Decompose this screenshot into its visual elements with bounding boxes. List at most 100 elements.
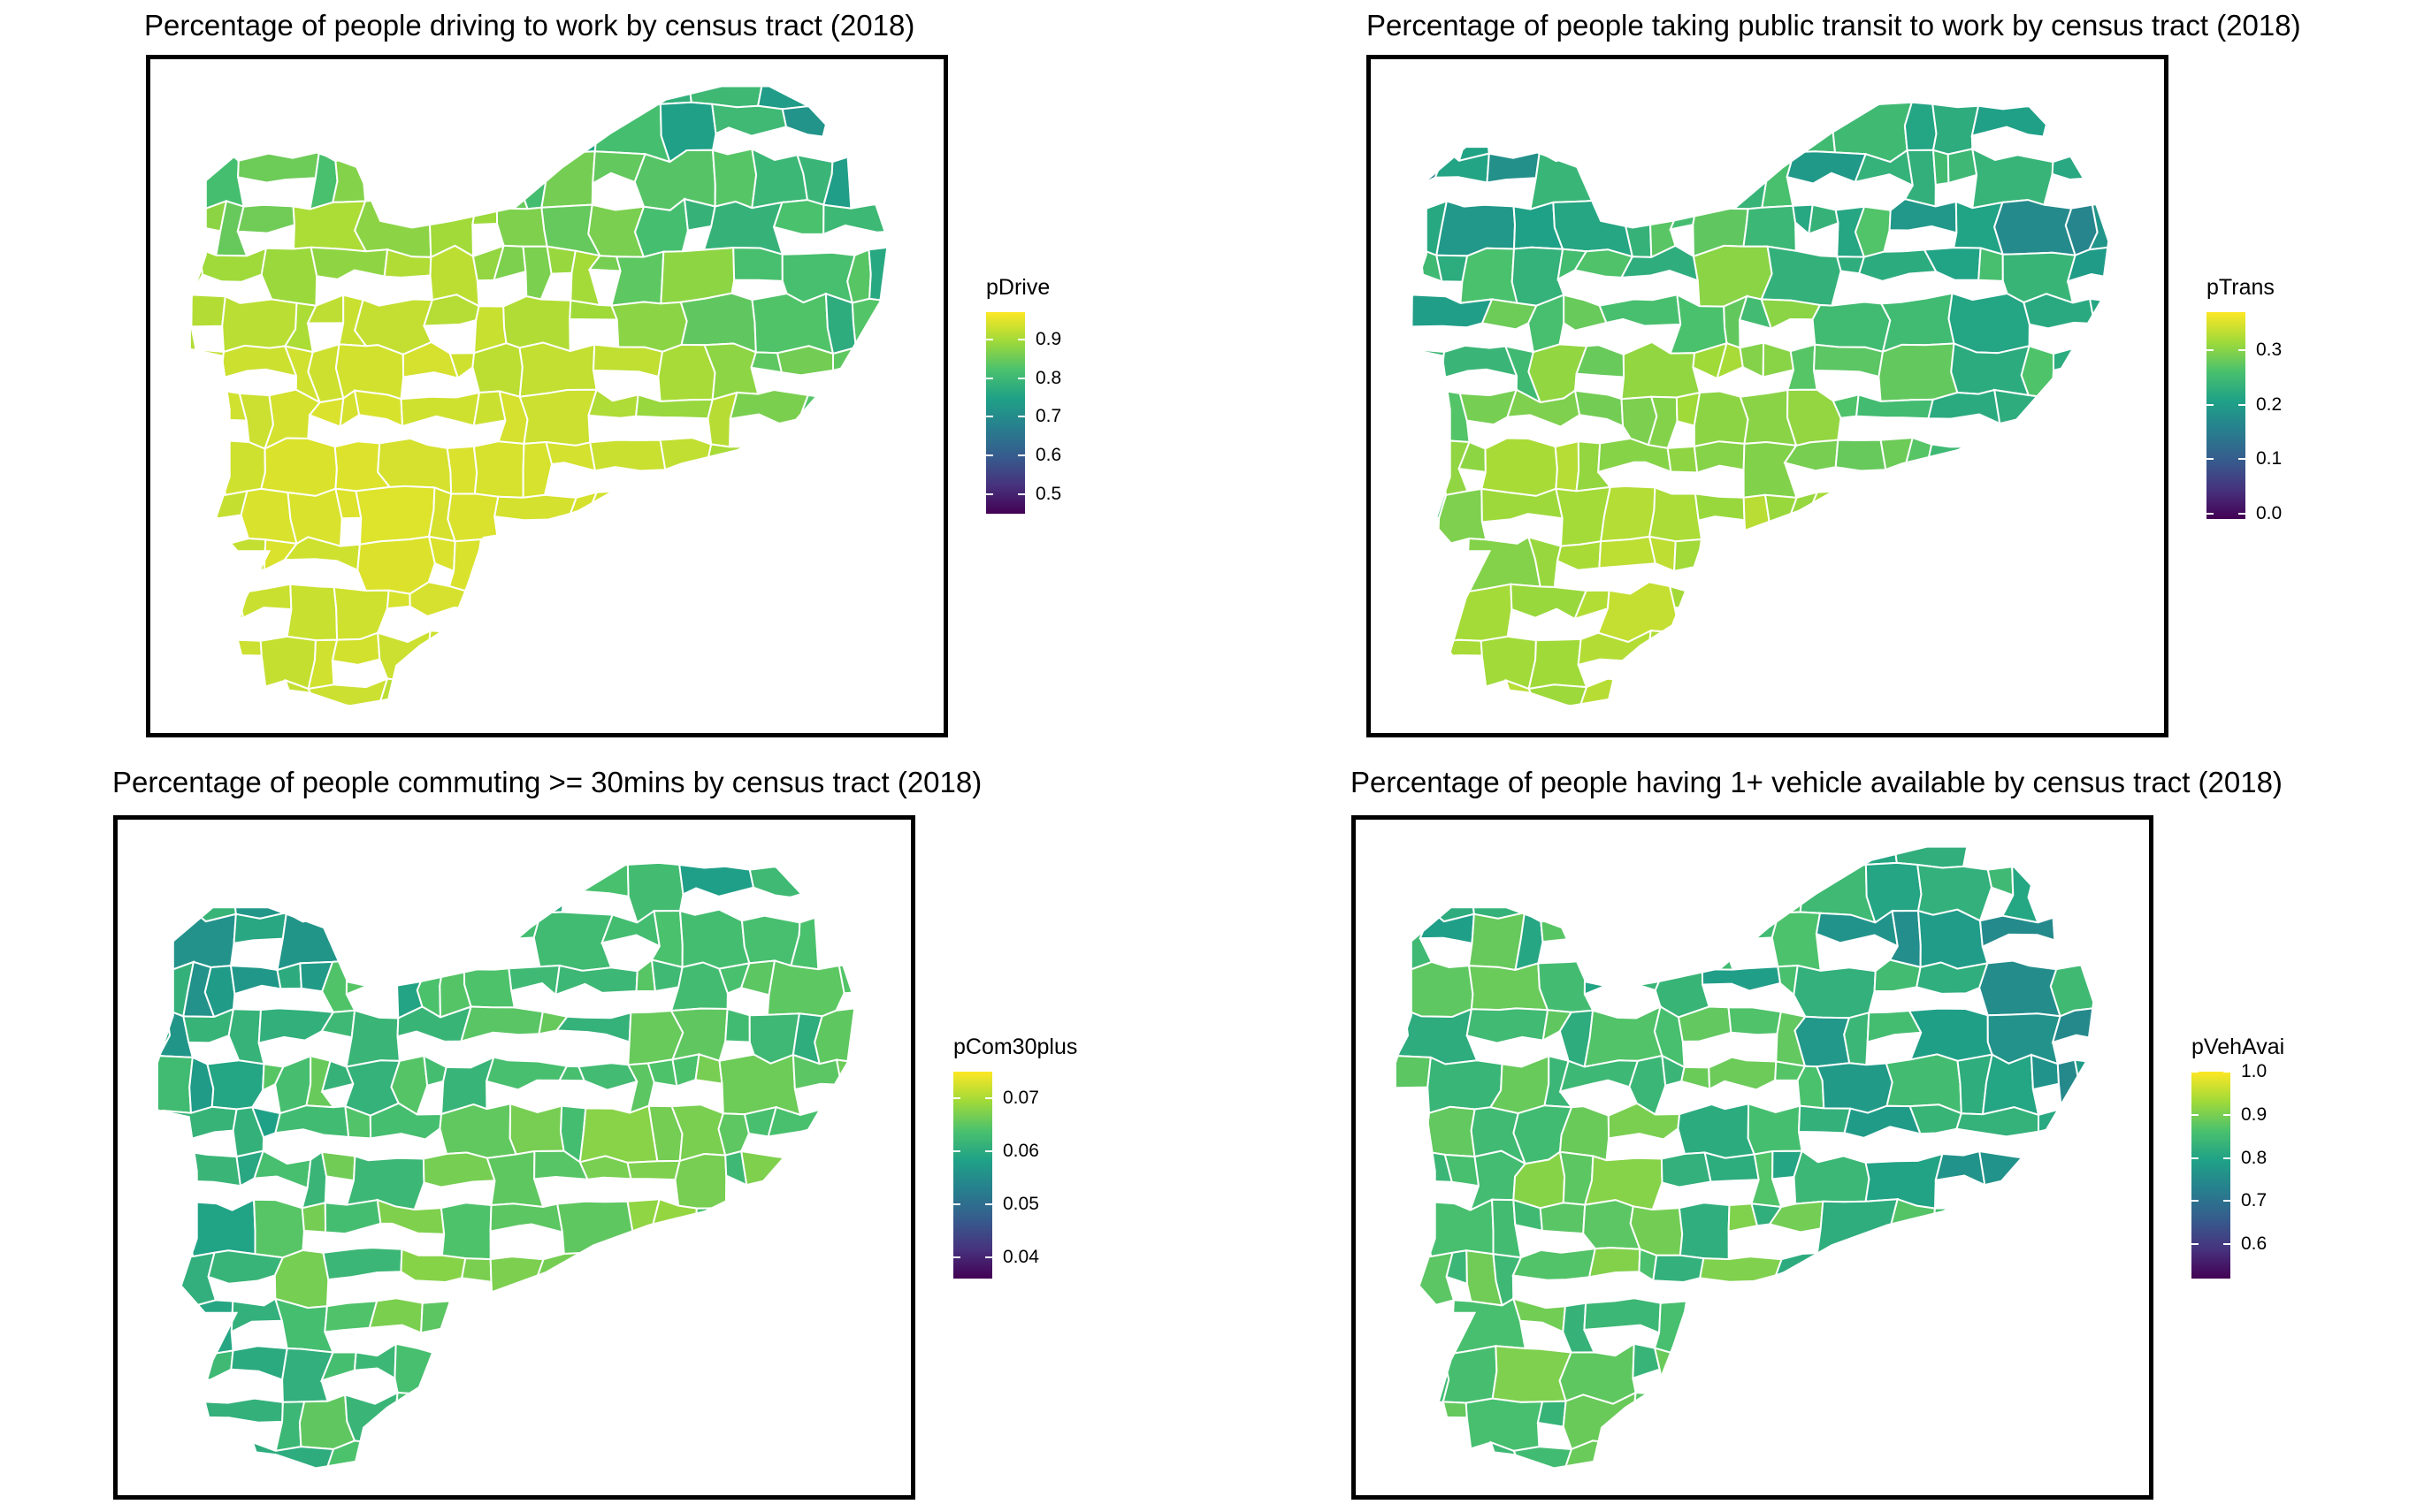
census-tract (1652, 1254, 1705, 1284)
census-tract (1465, 1007, 1549, 1044)
legend-tick-label: 0.6 (1036, 445, 1062, 466)
city-boundary (156, 845, 857, 1470)
legend-tick-label: 0.9 (1036, 328, 1062, 349)
census-tract (1986, 866, 2015, 897)
census-tract (766, 959, 845, 1018)
legend-tick-label: 0.6 (2241, 1233, 2268, 1254)
census-tract (464, 909, 542, 945)
census-tract (301, 1202, 327, 1233)
census-tract (1903, 101, 1938, 152)
census-tract (1510, 246, 1565, 307)
census-tract (1888, 198, 1958, 234)
census-tract (344, 1391, 402, 1445)
census-tract (502, 294, 572, 353)
legend-tick-mark (1018, 493, 1025, 496)
census-tract (447, 538, 483, 596)
census-tract (1442, 1345, 1498, 1404)
census-tract (1816, 1198, 1900, 1261)
legend-tick-mark (2223, 1200, 2230, 1203)
census-tract (1797, 1104, 1852, 1134)
census-tract (1727, 1006, 1782, 1036)
census-tract (157, 1246, 218, 1310)
census-tract (586, 490, 643, 520)
census-tract (1410, 485, 1448, 520)
census-tract (2038, 1103, 2094, 1134)
census-tract (1440, 344, 1518, 380)
census-tract (189, 581, 245, 619)
census-tract (310, 246, 389, 280)
legend-tick-label: 0.1 (2256, 448, 2283, 470)
census-tract (1815, 1062, 1893, 1114)
census-tract (206, 1059, 265, 1111)
census-tract (671, 1053, 700, 1088)
census-tract (377, 629, 435, 683)
census-tract (446, 445, 478, 495)
legend-tick-mark (986, 377, 993, 379)
census-tract (711, 148, 758, 210)
census-tract (868, 245, 889, 303)
legend-colorbar (2191, 1072, 2230, 1279)
census-tract (345, 1155, 425, 1211)
census-tract (1527, 683, 1588, 706)
panel-title: Percentage of people having 1+ vehicle a… (1350, 766, 2283, 798)
census-tract (1931, 1207, 1966, 1233)
census-tract (2023, 293, 2096, 330)
map-frame (1351, 815, 2153, 1500)
census-tract (1539, 1202, 1587, 1235)
census-tract (471, 342, 524, 398)
census-tract (1843, 1011, 1870, 1066)
census-tract (589, 439, 667, 472)
census-tract (379, 677, 435, 706)
census-tract (489, 1256, 545, 1307)
census-tract (535, 1252, 609, 1304)
census-tract (257, 1007, 335, 1044)
census-tract (1834, 439, 1887, 472)
census-tract (1793, 964, 1877, 1019)
census-tract (1458, 388, 1518, 426)
legend-tick-mark (2191, 1071, 2199, 1073)
census-tract (1879, 292, 1955, 354)
census-tract (739, 1149, 825, 1187)
census-tract (292, 200, 368, 253)
census-tract (229, 965, 282, 996)
census-tract (1677, 1103, 1756, 1159)
legend-tick-label: 0.7 (1036, 406, 1062, 427)
census-tract (253, 1149, 312, 1190)
census-tract (1647, 630, 1681, 686)
census-tract (286, 583, 339, 642)
census-tract (1680, 1065, 1711, 1090)
census-tract (1681, 1300, 1752, 1330)
census-tract (354, 199, 432, 258)
census-tract (1467, 962, 1549, 1012)
census-tract (158, 1299, 234, 1357)
census-tract (1599, 485, 1656, 543)
census-tract (463, 967, 516, 1009)
census-tract (824, 292, 857, 355)
census-tract (1480, 487, 1564, 523)
census-tract (1978, 959, 2062, 1018)
census-tract (1552, 199, 1634, 258)
legend-tick-mark (985, 1256, 992, 1258)
legend-tick-label: 0.0 (2256, 502, 2283, 523)
census-tract (353, 1341, 397, 1380)
census-tract (732, 247, 784, 282)
map-frame (113, 815, 915, 1500)
census-tract (322, 1247, 403, 1281)
census-tract (287, 487, 343, 547)
census-tract (1396, 1251, 1456, 1310)
census-tract (1442, 1401, 1468, 1419)
census-tract (1425, 1105, 1476, 1158)
census-tract (587, 388, 639, 419)
census-tract (522, 245, 553, 301)
census-tract (1660, 1151, 1712, 1188)
choropleth-map (156, 845, 857, 1470)
census-tract (1666, 445, 1699, 474)
legend-tick-label: 0.5 (1036, 484, 1062, 505)
census-tract (1457, 103, 1490, 163)
choropleth-map (188, 85, 890, 707)
census-tract (219, 344, 298, 380)
legend-tick-mark (953, 1150, 960, 1152)
legend-tick-mark (2206, 403, 2214, 406)
census-tract (1512, 1446, 1573, 1469)
census-tract (460, 1005, 544, 1043)
